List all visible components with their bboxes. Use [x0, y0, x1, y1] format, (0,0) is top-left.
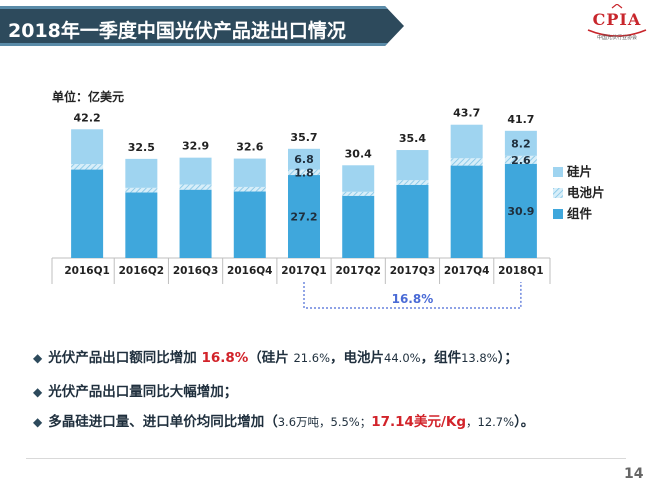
bar-segment-2017Q3-组件: [396, 184, 429, 258]
bar-total-label: 32.9: [182, 140, 209, 153]
bar-segment-2018Q1-组件: [504, 163, 537, 258]
logo-subtitle: 中国光伏行业协会: [596, 35, 637, 41]
bar-segment-2017Q3-电池片: [396, 180, 429, 185]
bar-segment-2018Q1-硅片: [504, 130, 537, 156]
bullet-text-part: （硅片: [248, 350, 294, 366]
bar-segment-2016Q1-电池片: [71, 164, 104, 170]
x-tick-label: 2017Q1: [281, 265, 326, 277]
diamond-bullet-icon: ◆: [33, 415, 43, 429]
bar-total-label: 41.7: [507, 113, 534, 126]
x-tick-label: 2016Q1: [64, 265, 109, 277]
title-banner: 2018年一季度中国光伏产品进出口情况: [0, 6, 404, 46]
bullet-text-part: 21.6%: [293, 351, 331, 365]
bar-total-label: 30.4: [345, 147, 372, 160]
bar-segment-2017Q3-硅片: [396, 150, 429, 181]
x-tick-label: 2016Q2: [119, 265, 164, 277]
x-tick-label: 2017Q4: [444, 265, 489, 277]
legend-swatch: [553, 188, 563, 198]
segment-value-label: 8.2: [511, 137, 531, 150]
bullet-text-part: 17.14美元/Kg: [371, 414, 467, 430]
bullet-text-part: 44.0%: [384, 351, 421, 365]
bullet-text-part: 16.8%: [201, 350, 249, 366]
page-title: 2018年一季度中国光伏产品进出口情况: [8, 20, 346, 42]
bullet-text-part: ）。: [514, 414, 535, 430]
bullet-text-part: 多晶硅进口量、进口单价均同比增加（: [48, 414, 278, 430]
bullet-polysilicon-import: ◆ 多晶硅进口量、进口单价均同比增加（3.6万吨，5.5%；17.14美元/Kg，…: [33, 410, 534, 430]
segment-value-label: 1.8: [294, 166, 314, 179]
bar-segment-2016Q3-电池片: [179, 184, 212, 190]
bullet-export-value: ◆ 光伏产品出口额同比增加 16.8%（硅片 21.6%，电池片44.0%，组件1…: [33, 346, 518, 366]
bar-segment-2016Q4-组件: [233, 191, 266, 258]
bullet-export-volume: ◆ 光伏产品出口量同比大幅增加；: [33, 380, 237, 400]
bar-segment-2017Q4-电池片: [450, 158, 483, 166]
bar-segment-2017Q1-组件: [288, 175, 320, 258]
legend-label: 电池片: [567, 185, 605, 200]
bar-segment-2016Q4-硅片: [233, 158, 266, 187]
bar-segment-2017Q4-组件: [450, 165, 483, 258]
bar-segment-2017Q2-组件: [342, 195, 375, 258]
bar-segment-2017Q2-电池片: [342, 191, 375, 196]
bar-segment-2016Q2-组件: [125, 192, 158, 258]
bar-segment-2016Q3-硅片: [179, 157, 212, 185]
bar-segment-2017Q1-硅片: [288, 148, 320, 170]
footer-divider: [26, 458, 626, 459]
logo-arc-icon: [587, 4, 647, 37]
legend-swatch: [553, 209, 563, 219]
bullet-text-part: ）；: [497, 350, 518, 366]
legend-swatch: [553, 167, 563, 177]
export-bar-chart: 42.2 2016Q1 32.5 2016Q2 32.9 2016Q3 32.6 2016Q4…: [51, 107, 605, 309]
bar-total-label: 43.7: [453, 107, 480, 120]
bar-total-label: 35.7: [290, 131, 317, 144]
bar-segment-2017Q4-硅片: [450, 124, 483, 159]
bar-segment-2017Q2-硅片: [342, 165, 375, 192]
logo-name: CPIA: [592, 10, 642, 29]
bar-segment-2016Q4-电池片: [233, 186, 266, 192]
growth-label: 16.8%: [392, 292, 434, 306]
bullet-text-part: ，12.7%: [466, 415, 515, 429]
growth-bracket: [303, 282, 522, 309]
bullet-text-part: 光伏产品出口额同比增加: [48, 350, 202, 366]
unit-label: 单位：亿美元: [52, 90, 125, 104]
legend-label: 硅片: [567, 164, 592, 179]
x-tick-label: 2018Q1: [498, 265, 543, 277]
segment-value-label: 6.8: [294, 153, 314, 166]
x-tick-label: 2017Q2: [335, 265, 380, 277]
bar-total-label: 32.5: [128, 141, 155, 154]
bar-segment-2016Q2-电池片: [125, 187, 158, 193]
bar-total-label: 42.2: [74, 111, 101, 124]
legend-label: 组件: [567, 206, 593, 221]
bar-segment-2016Q2-硅片: [125, 158, 158, 188]
bullet-text-part: ，组件: [420, 350, 462, 366]
bar-segment-2016Q3-组件: [179, 189, 212, 258]
bullet-text-part: 光伏产品出口量同比大幅增加；: [48, 384, 238, 400]
segment-value-label: 27.2: [290, 211, 317, 224]
cpia-logo: CPIA 中国光伏行业协会: [582, 4, 652, 48]
x-tick-label: 2016Q3: [173, 265, 218, 277]
diamond-bullet-icon: ◆: [33, 351, 43, 365]
x-tick-label: 2017Q3: [390, 265, 435, 277]
x-tick-label: 2016Q4: [227, 265, 272, 277]
bar-segment-2016Q1-硅片: [71, 129, 104, 165]
bar-total-label: 32.6: [236, 141, 263, 154]
diamond-bullet-icon: ◆: [33, 385, 43, 399]
bar-segment-2018Q1-电池片: [504, 155, 537, 164]
segment-value-label: 2.6: [511, 154, 531, 167]
bar-segment-2016Q1-组件: [71, 169, 104, 258]
page-number: 14: [624, 466, 644, 482]
bullet-text-part: ，电池片: [330, 350, 385, 366]
bullet-text-part: 13.8%: [461, 351, 498, 365]
bar-total-label: 35.4: [399, 132, 426, 145]
bullet-text-part: 3.6万吨，5.5%；: [277, 415, 372, 429]
segment-value-label: 30.9: [507, 205, 534, 218]
bar-segment-2017Q1-电池片: [288, 169, 320, 176]
